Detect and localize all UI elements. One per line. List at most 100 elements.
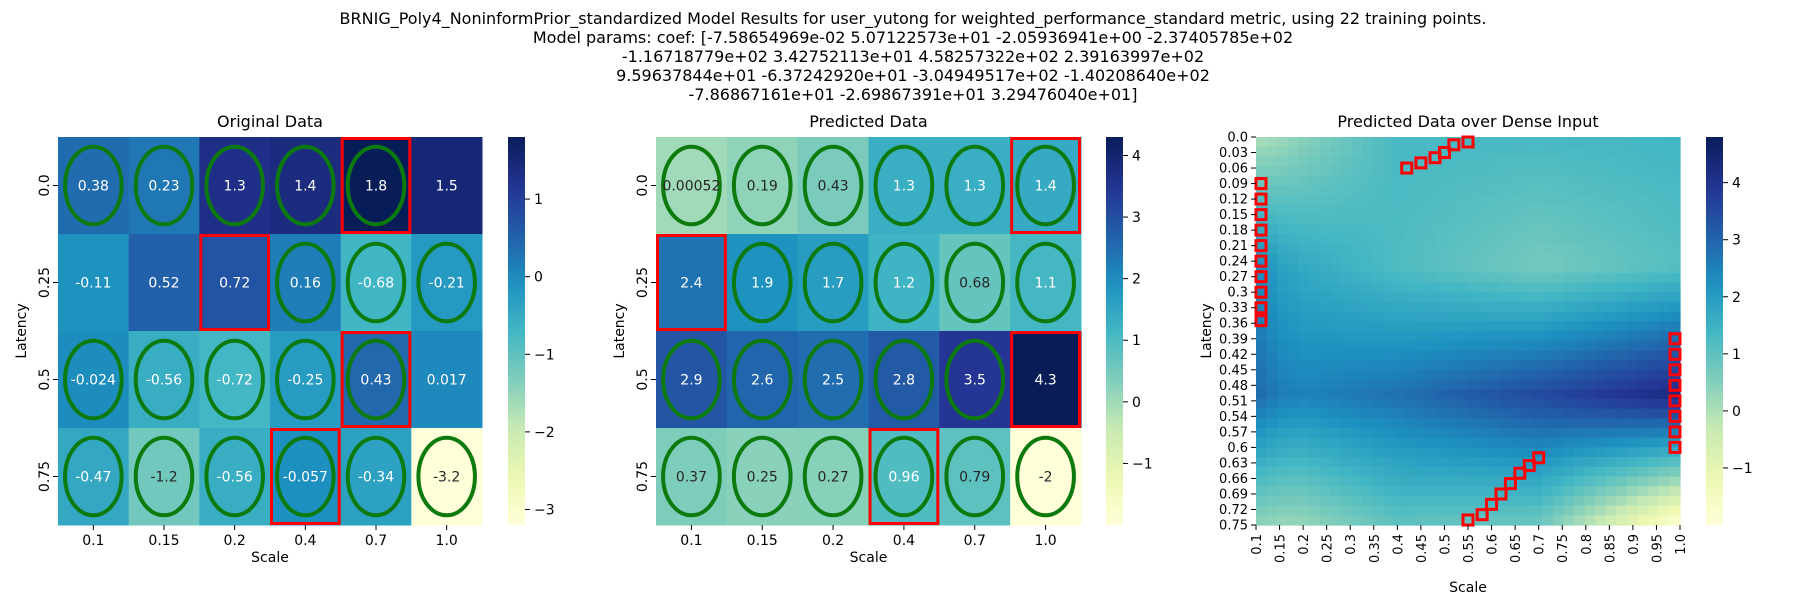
dense-heatmap-cell — [1372, 331, 1384, 342]
dense-heatmap-cell — [1393, 311, 1405, 322]
dense-heatmap-cell — [1383, 272, 1395, 284]
dense-heatmap-cell — [1330, 263, 1342, 274]
dense-heatmap-cell — [1521, 146, 1533, 157]
dense-heatmap-cell — [1309, 301, 1321, 313]
dense-heatmap-cell — [1393, 360, 1405, 371]
dense-heatmap-cell — [1468, 321, 1480, 332]
dense-heatmap-cell — [1330, 137, 1342, 148]
ellipse-marker — [204, 338, 265, 421]
dense-heatmap-cell — [1627, 428, 1639, 439]
dense-heatmap-cell — [1595, 195, 1607, 206]
dense-heatmap-cell — [1309, 234, 1321, 245]
dense-heatmap-cell — [1446, 418, 1458, 429]
dense-heatmap-cell — [1319, 272, 1331, 284]
dense-heatmap-cell — [1584, 311, 1596, 322]
dense-heatmap-cell — [1595, 224, 1607, 235]
dense-heatmap-cell — [1542, 331, 1554, 342]
dense-heatmap-cell — [1362, 195, 1374, 206]
dense-heatmap-cell — [1287, 466, 1299, 478]
dense-heatmap-cell — [1637, 146, 1649, 157]
dense-heatmap-cell — [1531, 350, 1543, 361]
dense-heatmap-cell — [1658, 214, 1670, 225]
dense-heatmap-cell — [1552, 263, 1564, 274]
cell-value-label: 0.27 — [817, 470, 848, 486]
dense-heatmap-cell — [1574, 331, 1586, 342]
dense-heatmap-cell — [1404, 340, 1416, 351]
dense-highlight-marker — [1668, 378, 1682, 392]
dense-heatmap-cell — [1446, 331, 1458, 342]
dense-heatmap-cell — [1362, 350, 1374, 361]
dense-heatmap-cell — [1404, 137, 1416, 148]
dense-heatmap-cell — [1542, 234, 1554, 245]
dense-heatmap-cell — [1256, 253, 1268, 264]
dense-heatmap-cell — [1574, 437, 1586, 448]
dense-heatmap-cell — [1478, 331, 1490, 342]
dense-heatmap-cell — [1521, 476, 1533, 487]
colorbar-tick-label: 4 — [1732, 176, 1741, 192]
dense-heatmap-cell — [1372, 311, 1384, 322]
dense-heatmap-cell — [1425, 408, 1437, 419]
dense-heatmap-cell — [1521, 204, 1533, 216]
dense-heatmap-cell — [1552, 398, 1564, 410]
dense-heatmap-cell — [1478, 166, 1490, 177]
dense-heatmap-cell — [1298, 505, 1310, 516]
dense-heatmap-cell — [1393, 476, 1405, 487]
dense-heatmap-cell — [1616, 495, 1628, 507]
dense-heatmap-cell — [1393, 418, 1405, 429]
ellipse-marker — [1015, 144, 1076, 227]
dense-heatmap-cell — [1298, 243, 1310, 254]
dense-heatmap-cell — [1393, 253, 1405, 264]
dense-heatmap-cell — [1584, 214, 1596, 225]
dense-heatmap-cell — [1616, 137, 1628, 148]
dense-heatmap-cell — [1266, 437, 1278, 448]
dense-heatmap-cell — [1489, 515, 1501, 526]
dense-heatmap-cell — [1457, 331, 1469, 342]
dense-heatmap-cell — [1298, 321, 1310, 332]
dense-heatmap-cell — [1648, 321, 1660, 332]
figure-title-line-1: BRNIG_Poly4_NoninformPrior_standardized … — [340, 9, 1487, 29]
dense-heatmap-cell — [1309, 185, 1321, 196]
dense-heatmap-cell — [1330, 505, 1342, 516]
dense-heatmap-cell — [1319, 505, 1331, 516]
dense-heatmap-cell — [1574, 350, 1586, 361]
dense-heatmap-cell — [1351, 321, 1363, 332]
dense-heatmap-cell — [1425, 175, 1437, 187]
cell-value-label: 1.3 — [893, 179, 915, 195]
cell-value-label: 1.2 — [893, 276, 915, 292]
dense-heatmap-cell — [1362, 282, 1374, 293]
dense-heatmap-cell — [1425, 224, 1437, 235]
dense-heatmap-cell — [1457, 398, 1469, 410]
dense-heatmap-cell — [1627, 175, 1639, 187]
cell-value-label: 0.25 — [747, 470, 778, 486]
dense-heatmap-cell — [1330, 389, 1342, 400]
dense-heatmap-cell — [1637, 234, 1649, 245]
x-tick-label: 0.1 — [82, 533, 104, 549]
x-axis-label: Scale — [1449, 580, 1487, 596]
dense-heatmap-cell — [1393, 321, 1405, 332]
dense-heatmap-cell — [1489, 214, 1501, 225]
dense-heatmap-cell — [1478, 253, 1490, 264]
highlight-box — [868, 428, 940, 525]
dense-heatmap-cell — [1362, 224, 1374, 235]
dense-heatmap-cell — [1436, 263, 1448, 274]
dense-heatmap-cell — [1277, 389, 1289, 400]
dense-heatmap-cell — [1457, 389, 1469, 400]
dense-heatmap-cell — [1648, 156, 1660, 167]
dense-heatmap-cell — [1542, 428, 1554, 439]
dense-heatmap-cell — [1521, 234, 1533, 245]
dense-heatmap-cell — [1351, 495, 1363, 507]
dense-heatmap-cell — [1468, 185, 1480, 196]
dense-heatmap-cell — [1563, 321, 1575, 332]
dense-heatmap-cell — [1542, 495, 1554, 507]
dense-heatmap-cell — [1648, 515, 1660, 526]
dense-heatmap-cell — [1489, 447, 1501, 458]
dense-heatmap-cell — [1584, 272, 1596, 284]
dense-heatmap-cell — [1340, 156, 1352, 167]
dense-heatmap-cell — [1542, 204, 1554, 216]
dense-heatmap-cell — [1446, 204, 1458, 216]
dense-heatmap-cell — [1372, 195, 1384, 206]
dense-heatmap-cell — [1340, 418, 1352, 429]
dense-heatmap-cell — [1309, 476, 1321, 487]
dense-heatmap-cell — [1605, 195, 1617, 206]
dense-heatmap-cell — [1648, 331, 1660, 342]
